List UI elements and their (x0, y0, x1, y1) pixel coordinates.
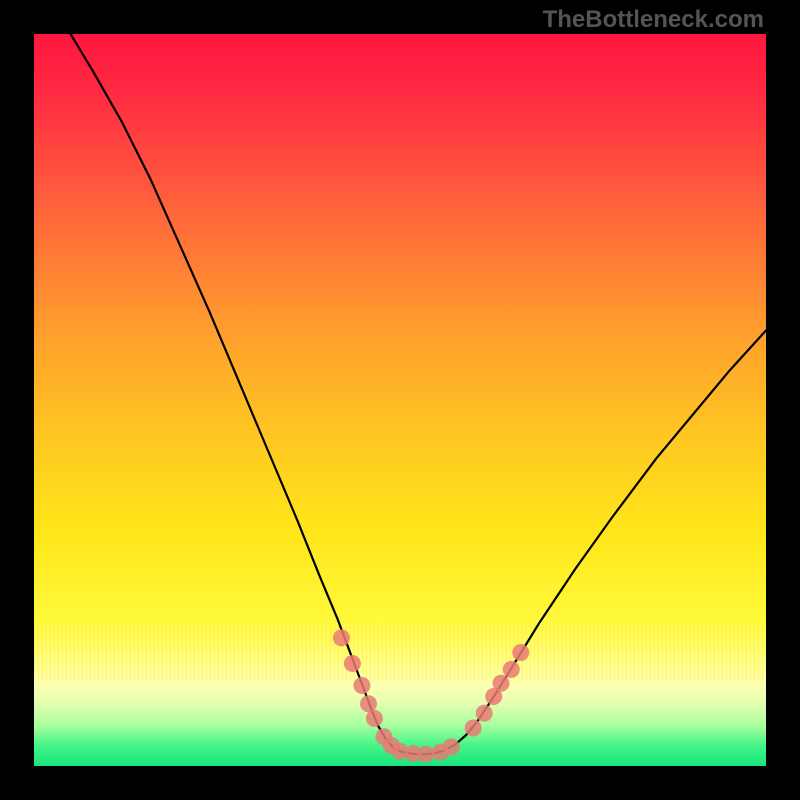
data-marker (476, 705, 493, 722)
data-marker (443, 738, 460, 755)
data-marker (344, 655, 361, 672)
data-marker (503, 661, 520, 678)
data-marker (512, 644, 529, 661)
chart-svg (34, 34, 766, 766)
data-marker (353, 677, 370, 694)
data-marker (360, 695, 377, 712)
hash-band (34, 623, 766, 682)
data-marker (417, 746, 434, 763)
plot-area (34, 34, 766, 766)
watermark-text: TheBottleneck.com (543, 6, 764, 34)
data-marker (366, 710, 383, 727)
data-marker (465, 719, 482, 736)
data-marker (493, 675, 510, 692)
data-marker (333, 629, 350, 646)
